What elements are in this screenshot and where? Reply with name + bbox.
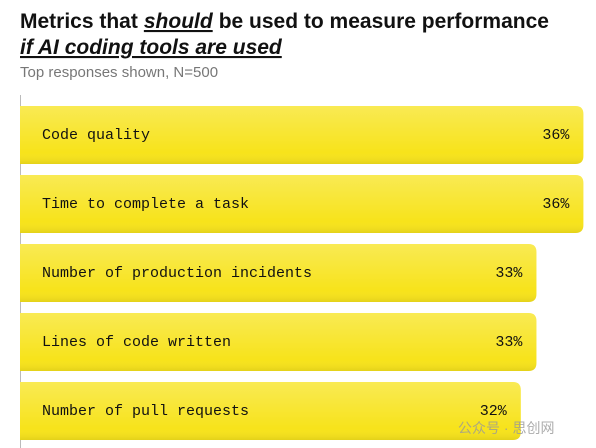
bar-shade [20,106,584,164]
chart-subtitle: Top responses shown, N=500 [20,64,218,81]
category-label: Number of pull requests [42,403,249,420]
value-label: 32% [480,403,508,420]
bar-shade [20,244,537,302]
watermark: 公众号 · 思创网 [458,420,554,436]
chart-title: Metrics that should be used to measure per… [20,10,549,33]
category-label: Time to complete a task [42,196,249,213]
value-label: 36% [542,127,570,144]
bar-shade [20,175,584,233]
value-label: 33% [495,334,523,351]
bar-shade [20,313,537,371]
chart-title-line2: if AI coding tools are used [20,36,283,59]
category-label: Code quality [42,127,150,144]
title-part: Metrics that [20,10,138,33]
value-label: 36% [542,196,570,213]
title-part: be used to measure performance [219,10,549,33]
bar-shade [20,382,521,440]
category-label: Lines of code written [42,334,231,351]
value-label: 33% [495,265,523,282]
category-label: Number of production incidents [42,265,312,282]
title-emphasis: should [144,10,214,33]
